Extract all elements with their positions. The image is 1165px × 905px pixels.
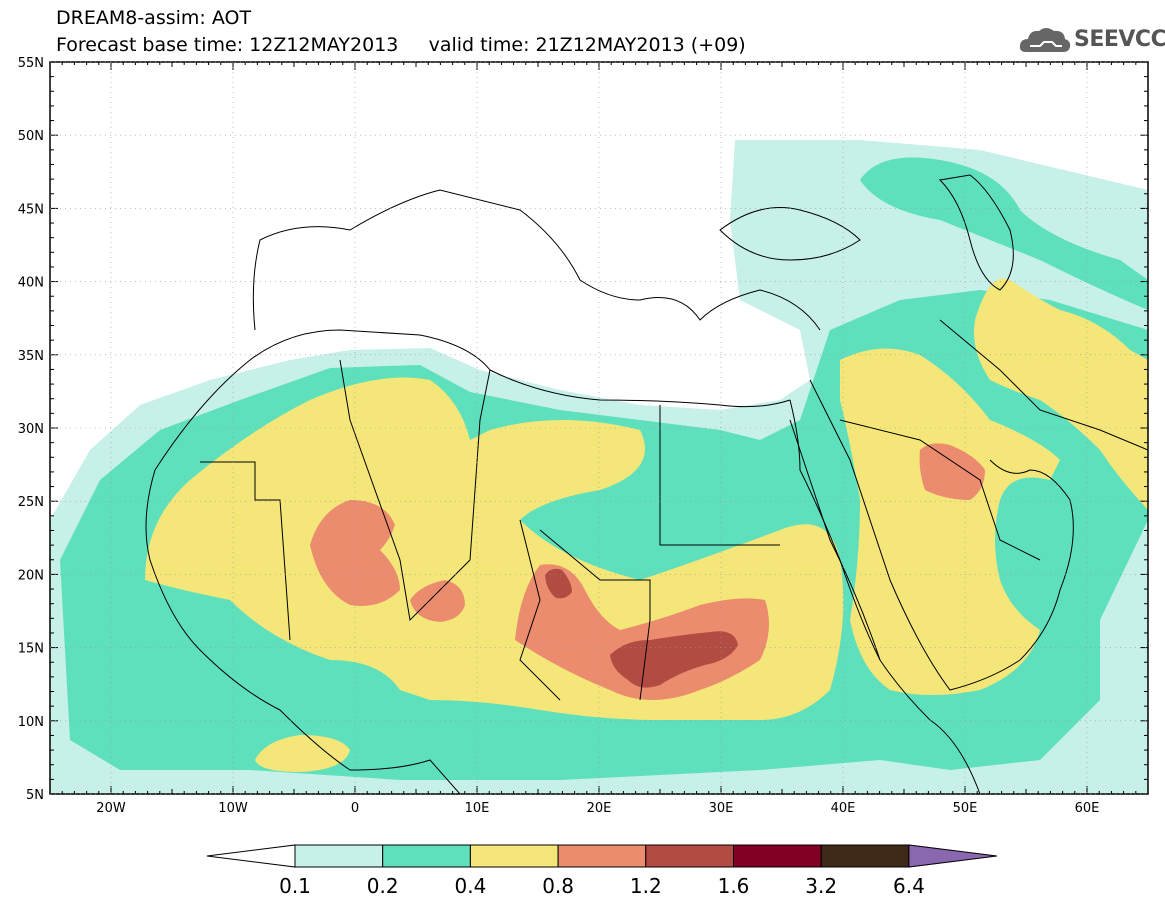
lat-label: 50N [18,129,44,144]
lat-label: 10N [18,715,44,730]
border-sahara-2 [339,359,491,622]
border-sudan [539,529,651,701]
lat-label: 25N [18,495,44,510]
aot-contour-0.4-iran [974,278,1148,510]
cloud-icon [1019,28,1071,52]
coast-west-africa [145,469,461,794]
colorbar-label: 1.6 [718,874,750,898]
lat-label: 45N [18,202,44,217]
lat-label: 35N [18,349,44,364]
valid-time: valid time: 21Z12MAY2013 (+09) [428,34,746,56]
lat-label: 15N [18,642,44,657]
colorbar-label: 1.2 [630,874,662,898]
coast-black-sea [719,207,861,261]
coast-red-sea [789,419,881,661]
colorbar-label: 3.2 [805,874,837,898]
aot-contour-1.2-darfur [610,631,738,688]
colorbar-low-arrow [206,844,296,868]
lon-label: 40E [831,801,856,816]
border-chad [519,519,561,701]
lon-label: 50E [953,801,978,816]
colorbar-label: 0.1 [279,874,311,898]
lon-label: 20W [96,801,126,816]
forecast-base-time: Forecast base time: 12Z12MAY2013 [56,34,399,56]
colorbar-high-arrow [908,844,997,868]
seevccc-logo: SEEVCCC [1018,24,1165,58]
lat-label: 55N [18,56,44,71]
lon-label: 10E [465,801,490,816]
lat-label: 30N [18,422,44,437]
colorbar-swatch [820,844,910,868]
title-line-1: DREAM8-assim: AOT [56,7,252,29]
aot-contour-0.8-chad [515,564,769,700]
aot-colorbar [206,844,997,868]
coast-arabia [809,379,1074,691]
lat-label: 20N [18,568,44,583]
coast-north-africa [154,329,791,471]
coast-europe [252,189,821,331]
lon-label: 10W [218,801,248,816]
colorbar-swatch [733,844,822,868]
lon-label: 30E [709,801,734,816]
colorbar-swatch [645,844,734,868]
longitude-labels: 20W 10W 0 10E 20E 30E 40E 50E 60E [96,801,1099,816]
colorbar-swatch [469,844,559,868]
colorbar-labels: 0.1 0.2 0.4 0.8 1.2 1.6 3.2 6.4 [279,874,925,898]
colorbar-label: 0.4 [454,874,486,898]
coast-east-africa [789,399,981,794]
title-line-2: Forecast base time: 12Z12MAY2013 valid t… [56,35,746,55]
lat-label: 5N [26,788,44,803]
aot-contour-0.8-mali [410,580,465,622]
colorbar-label: 6.4 [893,874,925,898]
lon-label: 0 [351,801,359,816]
border-saudi [839,419,1041,561]
lon-label: 60E [1075,801,1100,816]
aot-contour-0.4-guinea [255,735,350,772]
latitude-labels: 5N 10N 15N 20N 25N 30N 35N 40N 45N 50N 55N [18,56,44,803]
border-iran [939,319,1148,451]
aot-contour-0.4-arabia [840,348,1060,695]
colorbar-swatch [294,844,384,868]
aot-contour-0.8-gulf [919,443,985,500]
lat-label: 40N [18,276,44,291]
colorbar-swatch [382,844,471,868]
axis-ticks [49,61,1149,795]
logo-text: SEEVCCC [1074,27,1165,52]
colorbar-label: 0.8 [542,874,574,898]
aot-contour-0.2-north [860,157,1148,310]
coastlines [145,174,1148,794]
border-sahara-1 [200,461,291,641]
lon-label: 20E [587,801,612,816]
colorbar-label: 0.2 [367,874,399,898]
coast-caspian [938,174,1014,291]
colorbar-swatch [557,844,647,868]
border-egypt [659,405,780,546]
aot-contour-1.2-tibesti [545,568,572,599]
